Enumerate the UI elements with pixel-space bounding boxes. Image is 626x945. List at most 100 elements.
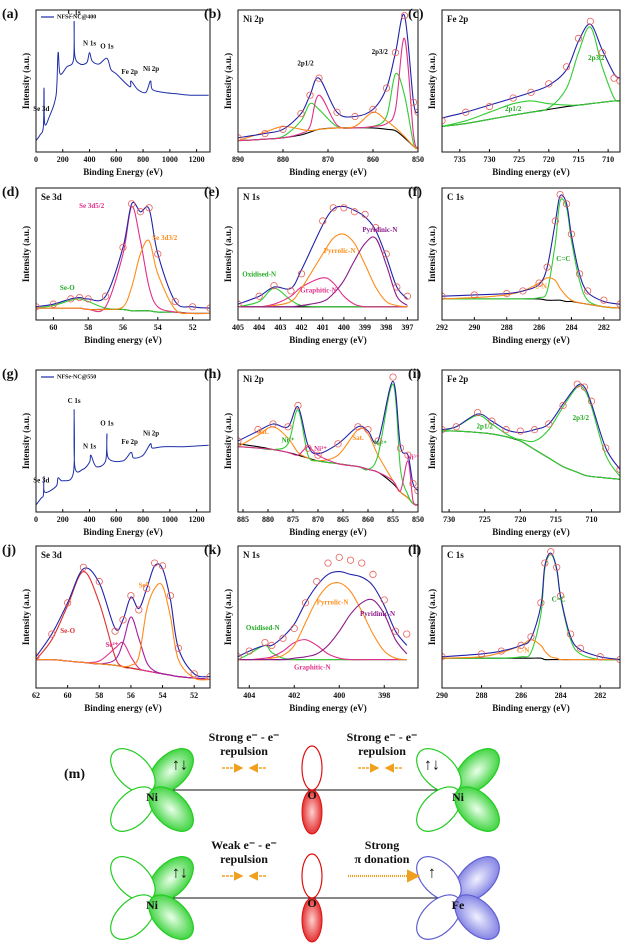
- panel-title: N 1s: [243, 550, 260, 560]
- panel-label: (f): [408, 185, 422, 200]
- data-point: [329, 204, 337, 212]
- x-tick-label: 875: [287, 515, 299, 524]
- plot-frame: [35, 545, 211, 689]
- data-point: [403, 630, 411, 638]
- data-point: [374, 437, 382, 445]
- plot-frame: [237, 545, 419, 689]
- curve: [238, 383, 418, 506]
- data-point: [391, 627, 400, 635]
- data-point: [135, 606, 143, 614]
- x-axis-label: Binding energy (eV): [492, 335, 570, 345]
- annotation: Graphitic-N: [294, 664, 331, 672]
- atom-label: O: [307, 896, 316, 910]
- plot-area: [442, 191, 620, 309]
- annotation: Ni 2p: [143, 430, 159, 438]
- annotation: Se⁰: [139, 581, 149, 589]
- curve: [442, 26, 620, 127]
- x-tick-label: 880: [277, 155, 289, 164]
- orbital-lobe: [301, 789, 323, 835]
- x-tick-label: 404: [253, 323, 265, 332]
- legend-label: NFSe-NC@400: [57, 14, 96, 20]
- x-axis-label: Binding energy (eV): [289, 335, 367, 345]
- data-point: [409, 98, 418, 106]
- x-tick-label: 400: [84, 155, 96, 164]
- data-point: [559, 401, 567, 410]
- x-tick-label: 290: [468, 323, 480, 332]
- orbital-lobe: [301, 745, 323, 791]
- data-point: [442, 292, 446, 300]
- plot-frame: [441, 545, 621, 689]
- x-tick-label: 398: [380, 323, 392, 332]
- x-tick-label: 288: [476, 691, 488, 700]
- annotation: Ni³⁺: [407, 454, 420, 462]
- curve: [442, 277, 620, 309]
- panel-label: (d): [2, 185, 19, 200]
- plot-area: [238, 553, 411, 661]
- annotation: Sat.: [352, 434, 364, 442]
- annotation: 2p1/2: [505, 105, 522, 113]
- data-point: [567, 230, 576, 238]
- annotation: Ni²⁺: [374, 439, 387, 447]
- plot-area: [238, 12, 418, 150]
- annotation: Fe 2p: [121, 68, 138, 76]
- y-axis-label: Intensity (a.u.): [21, 226, 31, 282]
- x-tick-label: 292: [436, 323, 448, 332]
- curve: [238, 72, 418, 150]
- annotation: Pyrrolic-N: [324, 247, 356, 255]
- data-point: [562, 200, 571, 208]
- data-point: [574, 34, 583, 43]
- interaction-text: π donation: [355, 852, 410, 866]
- panel-label: (i): [408, 367, 422, 382]
- data-point: [84, 295, 92, 303]
- panel-title: Ni 2p: [243, 374, 264, 384]
- curve: [442, 430, 620, 480]
- data-point: [49, 300, 58, 308]
- curve: [36, 205, 210, 315]
- data-point: [189, 303, 197, 311]
- x-tick-label: 1200: [189, 515, 205, 524]
- annotation: 2p1/2: [297, 60, 314, 68]
- data-point: [369, 105, 377, 114]
- x-axis-label: Binding energy (eV): [492, 167, 570, 177]
- x-tick-label: 720: [543, 155, 555, 164]
- x-axis-label: Binding Energy (eV): [83, 527, 163, 537]
- data-point: [102, 292, 110, 300]
- x-tick-label: 62: [32, 691, 40, 700]
- curve: [238, 639, 407, 661]
- x-tick-label: 890: [232, 155, 244, 164]
- data-point: [36, 653, 40, 661]
- x-tick-label: 1200: [189, 155, 205, 164]
- x-tick-label: 715: [572, 155, 584, 164]
- data-point: [547, 548, 555, 556]
- data-point: [516, 427, 524, 435]
- y-axis-label: Intensity (a.u.): [223, 226, 233, 282]
- x-tick-label: 860: [367, 155, 379, 164]
- data-point: [287, 287, 295, 295]
- interaction-text: Strong e⁻ - e⁻: [209, 730, 280, 744]
- curve: [442, 23, 620, 119]
- panel-label: (g): [2, 367, 19, 382]
- data-point: [346, 556, 355, 564]
- x-tick-label: 284: [555, 691, 567, 700]
- curve: [36, 409, 209, 506]
- y-axis-label: Intensity (a.u.): [21, 589, 31, 645]
- x-tick-label: 855: [387, 515, 399, 524]
- data-point: [145, 204, 153, 212]
- curve: [442, 383, 620, 470]
- data-point: [301, 599, 310, 607]
- x-tick-label: 0: [34, 155, 38, 164]
- data-point: [206, 304, 210, 312]
- data-point: [354, 423, 362, 431]
- curve: [442, 100, 620, 127]
- data-point: [340, 204, 348, 212]
- annotation: Se⁴⁺: [106, 641, 119, 649]
- data-point: [350, 208, 359, 216]
- data-point: [400, 12, 409, 20]
- annotation: Se-O: [60, 627, 75, 635]
- data-point: [294, 401, 302, 410]
- data-point: [143, 584, 151, 593]
- curve: [238, 380, 418, 492]
- panel-label: (a): [2, 7, 19, 22]
- x-tick-label: 282: [598, 323, 610, 332]
- atom-label: Fe: [452, 898, 465, 912]
